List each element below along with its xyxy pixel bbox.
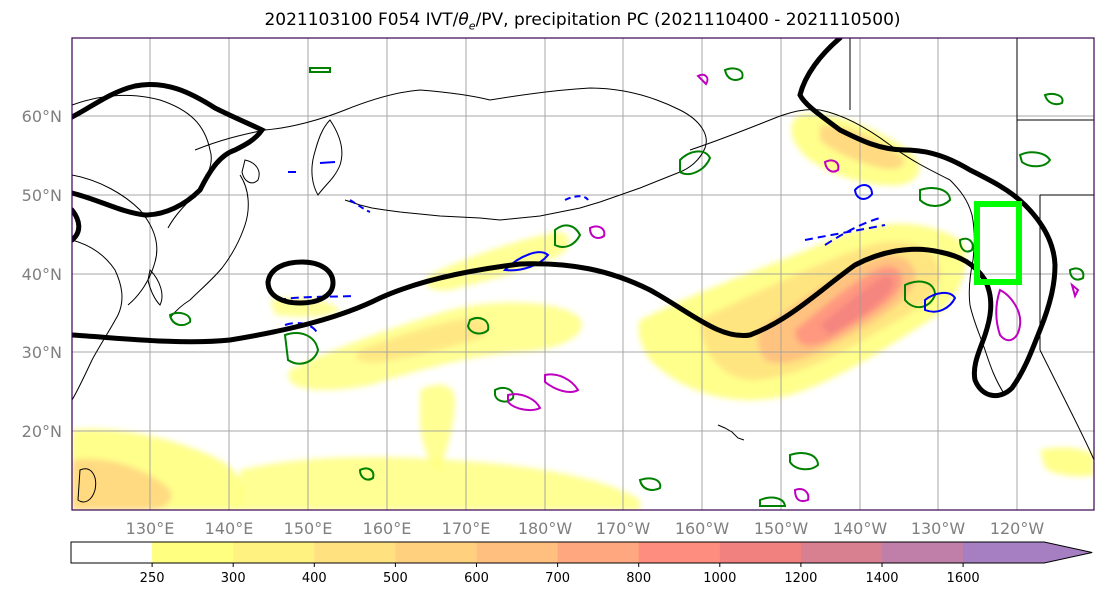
- lon-label: 170°W: [596, 519, 651, 538]
- colorbar-segment: [800, 542, 883, 563]
- theta-positive-contours: [507, 73, 1080, 503]
- colorbar-segment: [476, 542, 559, 563]
- colorbar-tick-label: 300: [221, 571, 246, 586]
- colorbar-segment: [233, 542, 315, 563]
- colorbar-segment: [395, 542, 477, 563]
- lon-label: 120°W: [990, 519, 1045, 538]
- precipitation-shading: [72, 114, 1094, 510]
- colorbar-segment: [638, 542, 721, 563]
- colorbar-tick-label: 250: [140, 571, 165, 586]
- lon-label: 150°E: [284, 519, 333, 538]
- colorbar-tick-label: 1600: [947, 571, 980, 586]
- lat-label: 40°N: [22, 265, 62, 284]
- colorbar-segment: [557, 542, 640, 563]
- colorbar-outline: [70, 541, 1093, 564]
- colorbar-segment: [71, 542, 153, 563]
- colorbar-tick-label: 500: [383, 571, 408, 586]
- target-region-box: [974, 201, 1022, 285]
- lon-label: 140°E: [205, 519, 254, 538]
- lon-label: 130°E: [126, 519, 175, 538]
- lat-label: 60°N: [22, 107, 62, 126]
- lon-label: 150°W: [754, 519, 809, 538]
- coastlines: [72, 38, 1094, 503]
- graticule: [72, 38, 1094, 510]
- precipitation-colorbar: 250 300 400 500 600 700 800 1000 1200 1400 1600: [70, 541, 1093, 586]
- colorbar-tick-label: 1000: [703, 571, 736, 586]
- lon-label: 180°W: [518, 519, 573, 538]
- colorbar-tick-label: 1200: [784, 571, 817, 586]
- colorbar-segment: [152, 542, 234, 563]
- colorbar-segment: [719, 542, 802, 563]
- lat-label: 20°N: [22, 422, 62, 441]
- colorbar-tick-label: 700: [545, 571, 570, 586]
- lat-label: 30°N: [22, 343, 62, 362]
- longitude-labels: 130°E 140°E 150°E 160°E 170°E 180°W 170°…: [126, 519, 1045, 538]
- lon-label: 130°W: [911, 519, 966, 538]
- lat-label: 50°N: [22, 186, 62, 205]
- lon-label: 140°W: [833, 519, 888, 538]
- lon-label: 160°W: [675, 519, 730, 538]
- map-frame: [71, 37, 1095, 511]
- colorbar-segment: [314, 542, 396, 563]
- lon-label: 170°E: [442, 519, 491, 538]
- colorbar-tick-label: 400: [302, 571, 327, 586]
- map-title: 2021103100 F054 IVT/θe/PV, precipitation…: [264, 10, 901, 33]
- colorbar-extend-arrow: [963, 542, 1093, 563]
- colorbar-tick-label: 600: [464, 571, 489, 586]
- lon-label: 160°E: [363, 519, 412, 538]
- latitude-labels: 60°N 50°N 40°N 30°N 20°N: [22, 107, 62, 441]
- ivt-contours: [72, 38, 1058, 398]
- colorbar-tick-label: 800: [626, 571, 651, 586]
- colorbar-tick-label: 1400: [865, 571, 898, 586]
- colorbar-segment: [882, 542, 964, 563]
